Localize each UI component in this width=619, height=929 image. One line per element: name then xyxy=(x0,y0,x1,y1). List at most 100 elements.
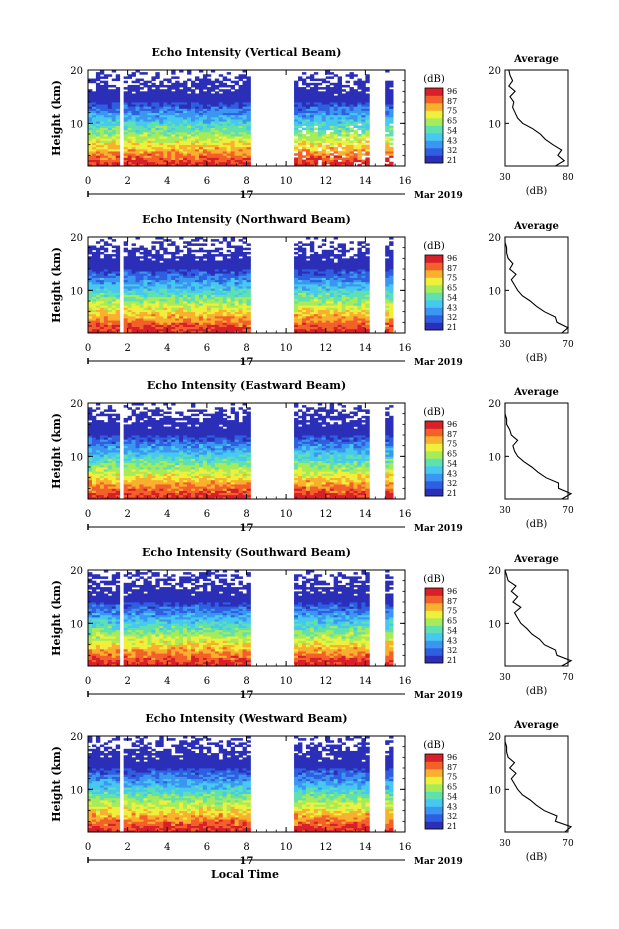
heatmap-cell xyxy=(325,70,331,73)
heatmap-cell xyxy=(115,305,121,308)
heatmap-cell xyxy=(238,155,243,158)
heatmap-cell xyxy=(99,326,105,330)
heatmap-cell xyxy=(159,84,164,88)
heatmap-cell xyxy=(202,134,208,137)
heatmap-cell xyxy=(230,290,236,293)
heatmap-cell xyxy=(337,93,342,96)
heatmap-cell xyxy=(301,78,307,82)
heatmap-cell xyxy=(155,269,160,272)
heatmap-cell xyxy=(365,313,370,317)
heatmap-cell xyxy=(107,163,113,167)
heatmap-cell xyxy=(333,298,339,302)
heatmap-cell xyxy=(317,157,323,160)
heatmap-cell xyxy=(194,97,200,101)
heatmap-cell xyxy=(222,324,228,327)
heatmap-cell xyxy=(115,108,121,111)
heatmap-cell xyxy=(155,266,160,270)
heatmap-cell xyxy=(210,136,216,139)
heatmap-cell xyxy=(103,286,109,289)
heatmap-cell xyxy=(325,326,331,330)
heatmap-cell xyxy=(99,277,105,281)
heatmap-cell xyxy=(139,153,144,156)
heatmap-cell xyxy=(179,70,184,73)
heatmap-cell xyxy=(175,108,180,111)
heatmap-cell xyxy=(99,127,105,131)
heatmap-cell xyxy=(218,273,224,276)
heatmap-cell xyxy=(191,155,196,158)
heatmap-cell xyxy=(159,296,164,300)
heatmap-cell xyxy=(99,114,105,118)
heatmap-cell xyxy=(155,140,160,143)
heatmap-cell xyxy=(183,144,188,148)
heatmap-cell xyxy=(365,161,370,165)
heatmap-cell xyxy=(143,313,148,317)
heatmap-cell xyxy=(341,292,346,295)
heatmap-cell xyxy=(222,239,228,242)
heatmap-cell xyxy=(230,283,236,287)
heatmap-cell xyxy=(389,110,394,114)
heatmap-cell xyxy=(187,313,192,317)
heatmap-cell xyxy=(127,322,132,325)
heatmap-cell xyxy=(202,303,208,306)
heatmap-cell xyxy=(191,298,196,302)
heatmap-cell xyxy=(242,148,247,152)
heatmap-cell xyxy=(147,269,152,272)
heatmap-cell xyxy=(159,157,164,160)
heatmap-cell xyxy=(333,254,339,257)
heatmap-cell xyxy=(345,121,350,124)
heatmap-cell xyxy=(329,328,335,332)
heatmap-cell xyxy=(143,125,148,128)
heatmap-cell xyxy=(313,84,319,88)
heatmap-cell xyxy=(210,277,216,281)
heatmap-cell xyxy=(294,131,299,135)
heatmap-cell xyxy=(139,298,144,302)
average-title: Average xyxy=(513,54,559,65)
heatmap-cell xyxy=(123,93,129,96)
colorbar-swatch xyxy=(425,103,443,111)
heatmap-cell xyxy=(357,80,362,84)
heatmap-cell xyxy=(202,127,208,131)
heatmap-cell xyxy=(222,292,228,295)
heatmap-cell xyxy=(234,298,239,302)
heatmap-cell xyxy=(159,155,164,158)
heatmap-cell xyxy=(202,114,208,118)
heatmap-cell xyxy=(107,89,113,92)
heatmap-cell xyxy=(345,151,350,154)
heatmap-cell xyxy=(357,275,362,278)
heatmap-cell xyxy=(329,72,335,75)
heatmap-cell xyxy=(214,266,220,270)
heatmap-cell xyxy=(301,82,307,86)
heatmap-cell xyxy=(198,301,204,304)
heatmap-cell xyxy=(151,84,156,88)
heatmap-cell xyxy=(107,84,113,88)
heatmap-cell xyxy=(131,161,136,165)
heatmap-cells xyxy=(88,237,394,334)
heatmap-cell xyxy=(139,309,144,313)
heatmap-cell xyxy=(191,256,196,259)
heatmap-cell xyxy=(309,108,315,111)
heatmap-cell xyxy=(135,249,140,253)
heatmap-cell xyxy=(222,279,228,283)
heatmap-cell xyxy=(305,125,311,128)
heatmap-cell xyxy=(159,104,164,107)
heatmap-cell xyxy=(147,163,152,167)
heatmap-cell xyxy=(163,318,168,321)
heatmap-cell xyxy=(301,104,307,107)
heatmap-cell xyxy=(309,258,315,261)
heatmap-cell xyxy=(183,140,188,143)
heatmap-cell xyxy=(143,330,148,334)
heatmap-cell xyxy=(155,313,160,317)
heatmap-cell xyxy=(127,148,132,152)
heatmap-cell xyxy=(226,112,232,116)
heatmap-cell xyxy=(226,294,232,298)
heatmap-cell xyxy=(321,243,327,246)
heatmap-cell xyxy=(321,95,327,99)
y-tick-label: 10 xyxy=(70,119,83,130)
heatmap-cell xyxy=(159,80,164,84)
heatmap-cell xyxy=(95,298,101,302)
heatmap-cell xyxy=(305,148,311,152)
heatmap-cell xyxy=(95,315,101,319)
heatmap-cell xyxy=(115,74,121,77)
heatmap-cell xyxy=(131,249,136,253)
heatmap-cell xyxy=(179,91,184,94)
